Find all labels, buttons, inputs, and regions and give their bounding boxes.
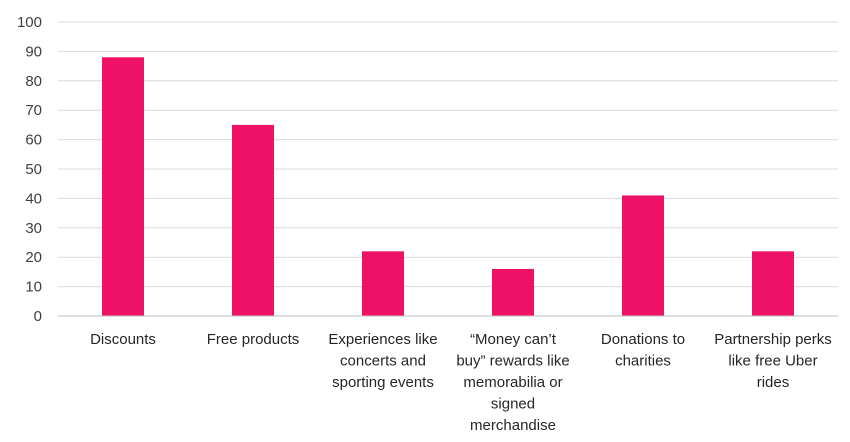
x-category-label-line: signed: [491, 396, 535, 413]
y-tick-label: 10: [25, 279, 42, 296]
x-category-label-line: Experiences like: [328, 331, 437, 348]
x-category-label-line: Discounts: [90, 331, 156, 348]
y-axis-tick-labels: 0 10 20 30 40 50 60 70 80 90 100: [17, 14, 42, 325]
bar: [232, 124, 274, 317]
x-category-label: Partnership perks like free Uber rides: [714, 331, 832, 391]
x-category-label-line: Partnership perks: [714, 331, 832, 348]
bars: [102, 57, 794, 317]
x-category-label: Experiences like concerts and sporting eve…: [328, 331, 437, 391]
bar: [622, 195, 664, 316]
y-tick-label: 60: [25, 132, 42, 149]
category-labels: Discounts Free products Experiences like co…: [90, 331, 832, 434]
x-category-label: “Money can’t buy” rewards like memorabilia…: [456, 331, 569, 434]
bar: [492, 268, 534, 316]
bar: [102, 57, 144, 316]
y-tick-label: 20: [25, 249, 42, 266]
x-category-label-line: sporting events: [332, 374, 434, 391]
x-category-label: Donations to charities: [601, 331, 685, 370]
x-category-label-line: rides: [757, 374, 790, 391]
x-category-label-line: concerts and: [340, 353, 426, 370]
x-category-label-line: memorabilia or: [463, 374, 562, 391]
x-category-label-line: like free Uber: [728, 353, 817, 370]
y-tick-label: 40: [25, 190, 42, 207]
gridlines: [58, 21, 838, 288]
x-category-label: Free products: [207, 331, 300, 348]
x-category-label-line: “Money can’t: [470, 331, 557, 348]
x-category-label: Discounts: [90, 331, 156, 348]
x-category-label-line: Donations to: [601, 331, 685, 348]
y-tick-label: 100: [17, 14, 42, 31]
y-tick-label: 30: [25, 220, 42, 237]
x-category-label-line: Free products: [207, 331, 300, 348]
y-tick-label: 90: [25, 43, 42, 60]
y-tick-label: 0: [34, 308, 42, 325]
x-category-label-line: charities: [615, 353, 671, 370]
bar: [362, 251, 404, 316]
x-category-label-line: buy” rewards like: [456, 353, 569, 370]
y-tick-label: 80: [25, 73, 42, 90]
bar: [752, 251, 794, 316]
y-tick-label: 50: [25, 161, 42, 178]
x-category-label-line: merchandise: [470, 417, 556, 434]
y-tick-label: 70: [25, 102, 42, 119]
